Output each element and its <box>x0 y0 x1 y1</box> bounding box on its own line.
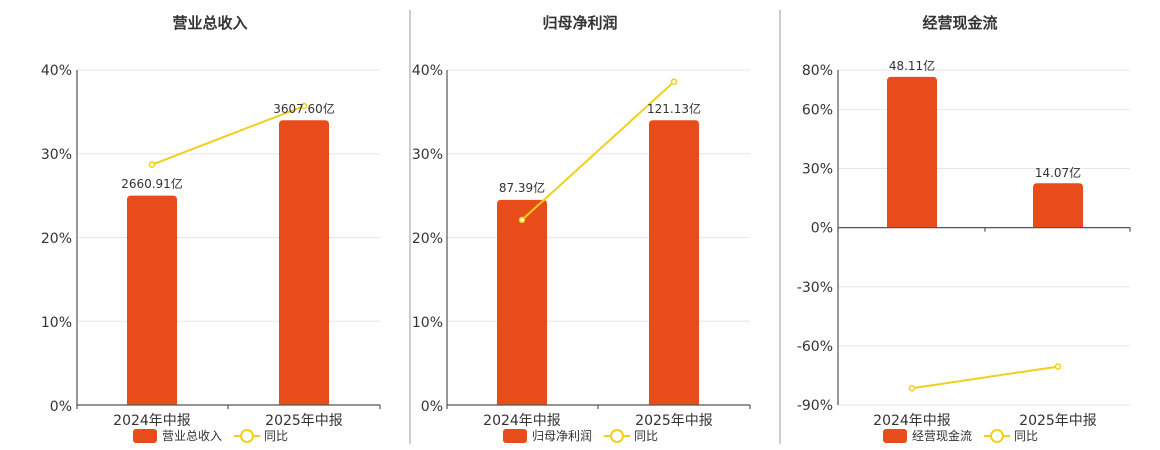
y-tick: 20% <box>412 231 443 247</box>
y-tick: 10% <box>412 315 443 331</box>
chart-net-profit: 归母净利润 40% 30% 20% 10% 0% 87.39亿 121.13亿 … <box>412 14 751 443</box>
y-tick: 10% <box>41 315 72 331</box>
legend[interactable]: 营业总收入 同比 <box>133 429 288 443</box>
bar <box>127 195 177 405</box>
data-label: 14.07亿 <box>1035 165 1081 180</box>
y-tick: 60% <box>802 102 833 118</box>
legend-swatch-dot <box>990 429 1004 443</box>
bar <box>279 120 329 405</box>
bar <box>497 199 547 405</box>
y-tick: 40% <box>412 63 443 79</box>
legend[interactable]: 经营现金流 同比 <box>883 428 1038 443</box>
x-tick: 2024年中报 <box>113 413 191 429</box>
x-tick: 2025年中报 <box>265 413 343 429</box>
legend-swatch-dot <box>240 429 254 443</box>
legend-label: 归母净利润 <box>532 429 592 443</box>
data-label: 2660.91亿 <box>121 176 183 191</box>
y-tick: -60% <box>797 339 833 355</box>
y-tick: 0% <box>811 221 833 237</box>
legend-label: 同比 <box>1014 429 1038 443</box>
yoy-line <box>521 80 675 221</box>
bar <box>649 120 699 405</box>
legend-swatch-bar <box>503 429 527 443</box>
data-label: 87.39亿 <box>499 180 545 195</box>
y-tick: 0% <box>421 399 443 415</box>
y-tick: 40% <box>41 63 72 79</box>
yoy-line <box>151 105 305 166</box>
y-tick: 30% <box>412 147 443 163</box>
chart-operating-cashflow: 经营现金流 80% 60% 30% 0% -30% -60% -90% 48.11亿 14.… <box>797 14 1131 443</box>
legend-label: 同比 <box>264 429 288 443</box>
legend-swatch-bar <box>133 429 157 443</box>
x-tick: 2024年中报 <box>483 413 561 429</box>
bar <box>1033 183 1083 228</box>
y-tick: 20% <box>41 231 72 247</box>
y-tick: 0% <box>50 399 72 415</box>
legend-label: 同比 <box>634 429 658 443</box>
y-tick: 30% <box>41 147 72 163</box>
yoy-point <box>670 78 678 85</box>
legend-label: 经营现金流 <box>912 428 972 443</box>
yoy-point <box>518 216 526 224</box>
y-tick: -90% <box>797 398 833 414</box>
legend-swatch-dot <box>610 429 624 443</box>
chart-title: 归母净利润 <box>542 14 617 32</box>
yoy-point <box>1054 363 1062 370</box>
legend-swatch-bar <box>883 429 907 443</box>
data-label: 3607.60亿 <box>273 101 335 116</box>
yoy-line <box>911 365 1059 390</box>
legend-label: 营业总收入 <box>162 429 222 443</box>
chart-title: 经营现金流 <box>922 14 997 32</box>
yoy-point <box>300 102 308 110</box>
y-tick: 30% <box>802 162 833 178</box>
chart-revenue: 营业总收入 40% 30% 20% 10% 0% 2660.91亿 3607.6… <box>41 14 381 443</box>
x-tick: 2025年中报 <box>1019 413 1097 429</box>
chart-title: 营业总收入 <box>172 14 247 32</box>
x-tick: 2024年中报 <box>873 413 951 429</box>
data-label: 121.13亿 <box>647 101 701 116</box>
y-tick: 80% <box>802 63 833 79</box>
legend[interactable]: 归母净利润 同比 <box>503 429 658 443</box>
data-label: 48.11亿 <box>889 58 935 73</box>
yoy-point <box>908 385 916 392</box>
bar <box>887 76 937 228</box>
y-tick: -30% <box>797 280 833 296</box>
x-tick: 2025年中报 <box>635 413 713 429</box>
yoy-point <box>148 161 156 168</box>
